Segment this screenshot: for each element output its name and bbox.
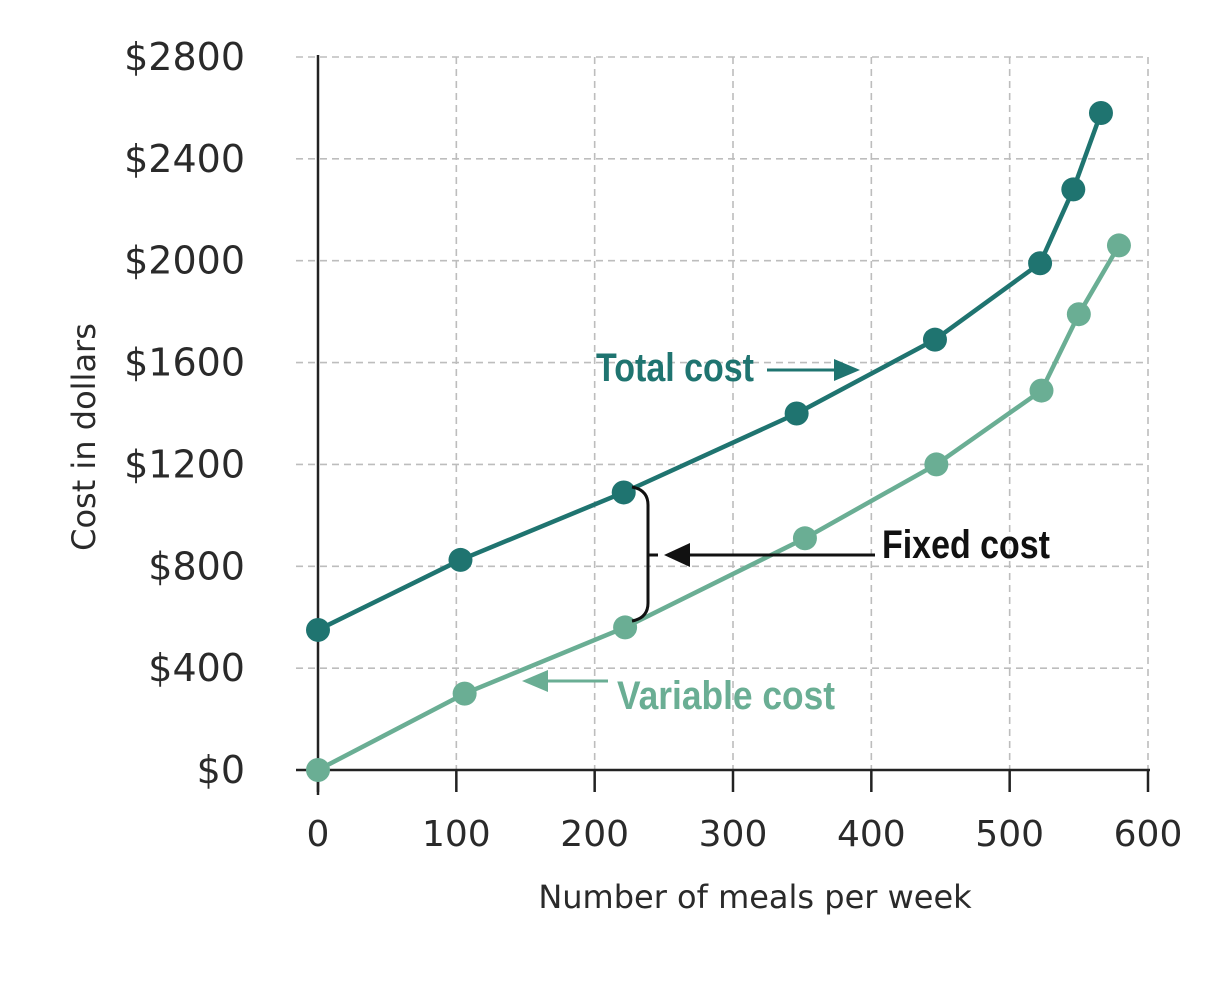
x-tick-labels: 0 100 200 300 400 500 600 (307, 770, 1183, 855)
y-tick-label: $400 (148, 646, 245, 690)
y-tick-labels: $0 $400 $800 $1200 $1600 $2000 $2400 $2800 (124, 35, 245, 792)
data-point (1106, 233, 1131, 258)
y-tick-label: $2000 (124, 239, 245, 283)
x-tick-label: 0 (307, 814, 330, 855)
y-tick-label: $800 (148, 544, 245, 588)
y-axis-label: Cost in dollars (65, 323, 103, 551)
series-line (316, 244, 1121, 772)
data-point (613, 615, 638, 640)
fixed-cost-brace (631, 485, 650, 623)
axes (296, 55, 1150, 795)
x-tick-label: 400 (837, 814, 906, 855)
x-axis-label: Number of meals per week (538, 878, 972, 916)
data-point (306, 617, 330, 642)
data-point (1029, 378, 1054, 403)
x-tick-label: 500 (975, 814, 1044, 855)
y-tick-label: $2800 (124, 35, 245, 79)
data-point (792, 526, 817, 551)
y-tick-label: $2400 (124, 137, 245, 181)
series-line (317, 112, 1104, 632)
series-0 (306, 101, 1113, 642)
y-tick-label: $1600 (124, 341, 245, 385)
grid-lines (296, 56, 1149, 770)
data-point (1088, 101, 1113, 126)
data-point (1028, 251, 1053, 276)
x-tick-label: 300 (699, 814, 768, 855)
fixed-cost-bracket (631, 485, 658, 623)
fixed-cost-label: Fixed cost (882, 523, 1050, 567)
data-point (1061, 177, 1086, 202)
series-1 (306, 233, 1131, 782)
y-tick-label: $0 (197, 748, 245, 792)
data-point (306, 758, 330, 782)
fixed-cost-arrow (664, 543, 875, 567)
data-point (784, 401, 809, 426)
total-cost-arrow (767, 359, 860, 381)
x-tick-label: 200 (560, 814, 629, 855)
data-point (922, 327, 947, 352)
variable-cost-arrow (522, 670, 608, 692)
total-cost-label: Total cost (596, 346, 754, 390)
data-point (924, 452, 949, 477)
series (306, 101, 1131, 782)
data-point (1066, 302, 1091, 327)
x-tick-label: 100 (422, 814, 491, 855)
data-point (452, 681, 477, 706)
y-tick-label: $1200 (124, 442, 245, 486)
data-point (611, 480, 636, 505)
data-point (448, 547, 473, 572)
x-tick-label: 600 (1114, 814, 1183, 855)
variable-cost-label: Variable cost (617, 674, 835, 718)
